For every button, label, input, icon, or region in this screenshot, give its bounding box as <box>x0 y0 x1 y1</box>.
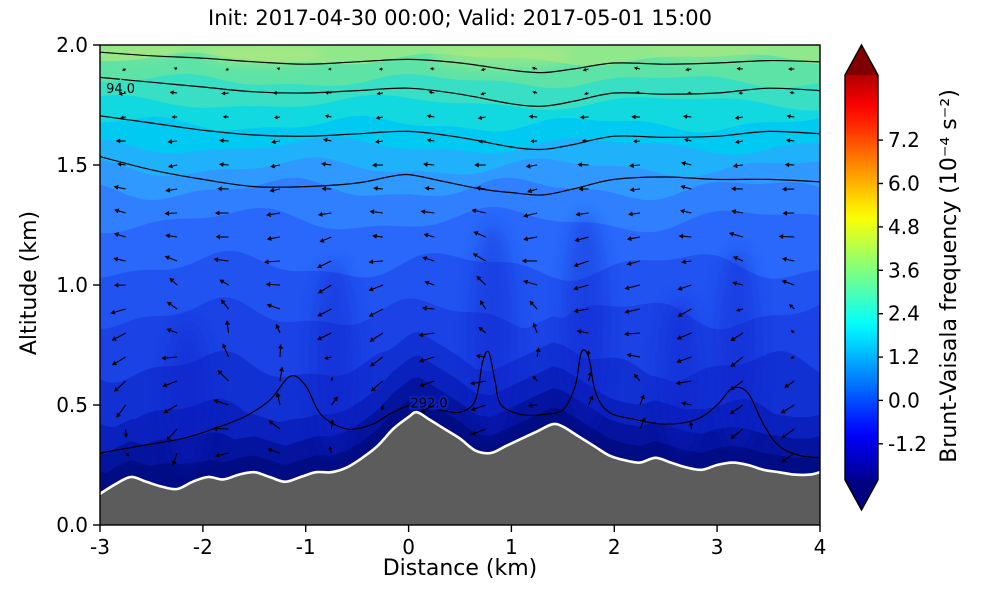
terrain-fill <box>100 412 820 525</box>
y-tick-label: 1.0 <box>56 273 88 297</box>
isentrope-contours <box>100 51 820 459</box>
x-tick-label: 3 <box>711 535 724 559</box>
colorbar-tick-label: 0.0 <box>888 388 920 412</box>
colorbar-tick-label: 7.2 <box>888 128 920 152</box>
colorbar-tick-label: 6.0 <box>888 172 920 196</box>
colorbar-tick-label: 3.6 <box>888 258 920 282</box>
colorbar: 7.2 6.0 4.8 3.6 2.4 1.2 0.0 -1.2 <box>844 43 927 512</box>
y-tick-label: 0.5 <box>56 393 88 417</box>
x-tick-label: -1 <box>296 535 316 559</box>
axes: -3 -2 -1 0 1 2 3 4 0.0 0.5 1.0 1.5 2.0 <box>56 33 826 559</box>
contour-label: 292.0 <box>410 396 447 411</box>
x-axis-label: Distance (km) <box>382 556 538 581</box>
field-dark-plume <box>165 321 210 473</box>
field-dark-plume <box>715 249 760 452</box>
x-tick-label: 1 <box>505 535 518 559</box>
x-tick-label: 2 <box>608 535 621 559</box>
field-top-patch <box>431 45 572 69</box>
colorbar-extend-over <box>845 45 878 75</box>
contour-label: 94.0 <box>106 82 135 97</box>
y-axis-label: Altitude (km) <box>17 210 42 356</box>
x-tick-label: 0 <box>402 535 415 559</box>
colorbar-gradient <box>845 75 878 480</box>
y-tick-label: 2.0 <box>56 33 88 57</box>
chart-title: Init: 2017-04-30 00:00; Valid: 2017-05-0… <box>208 6 712 30</box>
colorbar-outline <box>844 43 879 512</box>
field-dark-plume <box>563 212 608 429</box>
field-dark-plume <box>659 297 704 454</box>
x-tick-label: -2 <box>193 535 213 559</box>
x-tick-label: -3 <box>90 535 110 559</box>
colorbar-label: Brunt-Vaisala frequency (10⁻⁴ s⁻²) <box>937 89 962 463</box>
contour-labels: 94.0 292.0 <box>104 80 450 413</box>
wind-quiver <box>110 66 795 466</box>
field-dark-plume <box>470 225 515 440</box>
terrain <box>100 410 820 525</box>
y-tick-label: 1.5 <box>56 153 88 177</box>
x-tick-label: 4 <box>814 535 827 559</box>
field-top-patch <box>101 45 182 59</box>
colorbar-tick-label: 4.8 <box>888 215 920 239</box>
y-tick-label: 0.0 <box>56 513 88 537</box>
colorbar-tick-label: 2.4 <box>888 302 920 326</box>
colorbar-extend-under <box>845 480 878 510</box>
field-top-patch <box>651 45 762 63</box>
terrain-outline <box>100 410 820 496</box>
colorbar-tick-label: 1.2 <box>888 345 920 369</box>
colorbar-tick-label: -1.2 <box>888 432 927 456</box>
field-dark-plume <box>312 261 357 460</box>
